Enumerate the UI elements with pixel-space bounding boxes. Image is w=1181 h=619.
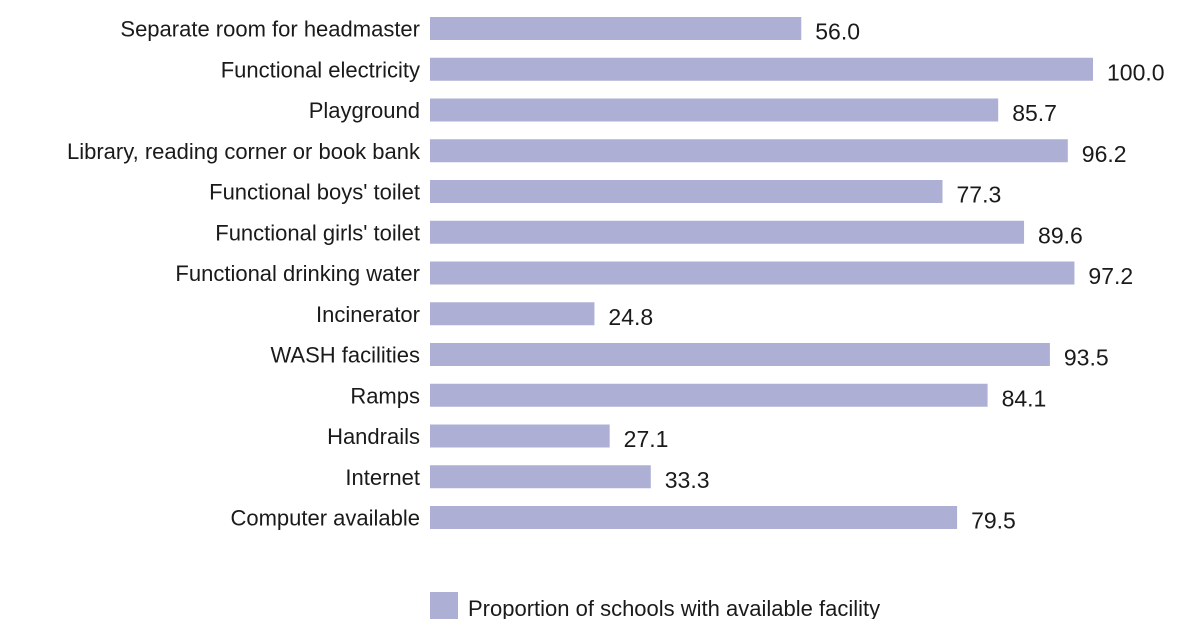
bar	[430, 220, 1025, 244]
bar	[430, 343, 1050, 366]
category-label: Incinerator	[316, 302, 420, 327]
legend-label: Proportion of schools with available fac…	[468, 596, 880, 619]
category-label: Library, reading corner or book bank	[67, 139, 421, 164]
bar-value-label: 89.6	[1038, 222, 1083, 248]
bar	[430, 98, 999, 122]
bars	[430, 17, 1093, 529]
category-label: Functional electricity	[221, 57, 420, 82]
bar-value-label: 56.0	[815, 19, 860, 45]
bar-value-label: 100.0	[1107, 59, 1165, 85]
category-label: Separate room for headmaster	[120, 17, 420, 42]
bar-value-label: 96.2	[1082, 141, 1127, 167]
bar	[430, 57, 1093, 81]
bar	[430, 302, 595, 326]
bar-value-label: 85.7	[1012, 100, 1057, 126]
bar	[430, 383, 988, 407]
bar	[430, 180, 943, 203]
legend-swatch	[430, 592, 458, 619]
bar-value-label: 93.5	[1064, 345, 1109, 371]
bar	[430, 465, 651, 489]
category-label: Functional drinking water	[175, 261, 420, 286]
bar-value-label: 24.8	[608, 304, 653, 330]
bar-value-label: 33.3	[665, 467, 710, 493]
category-label: Computer available	[230, 506, 420, 531]
bar	[430, 17, 802, 40]
category-label: Ramps	[350, 383, 420, 408]
bar-value-label: 27.1	[624, 426, 669, 452]
bar-value-label: 79.5	[971, 508, 1016, 534]
category-labels: Separate room for headmaster Functional e…	[67, 17, 421, 531]
bar	[430, 424, 610, 448]
category-label: Internet	[345, 465, 420, 490]
bar-value-label: 77.3	[956, 182, 1001, 208]
category-label: Playground	[309, 98, 420, 123]
bar-value-label: 97.2	[1088, 263, 1133, 289]
value-labels: 56.0 100.0 85.7 96.2 77.3 89.697.2 24.8 93.5 84.…	[608, 19, 1164, 534]
bar	[430, 261, 1075, 285]
bar-value-label: 84.1	[1002, 385, 1047, 411]
bar	[430, 506, 958, 529]
category-label: Handrails	[327, 424, 420, 449]
bar	[430, 139, 1068, 163]
category-label: Functional girls' toilet	[215, 220, 420, 245]
category-label: WASH facilities	[270, 343, 420, 368]
legend: Proportion of schools with available fac…	[430, 592, 880, 619]
category-label: Functional boys' toilet	[209, 180, 420, 205]
